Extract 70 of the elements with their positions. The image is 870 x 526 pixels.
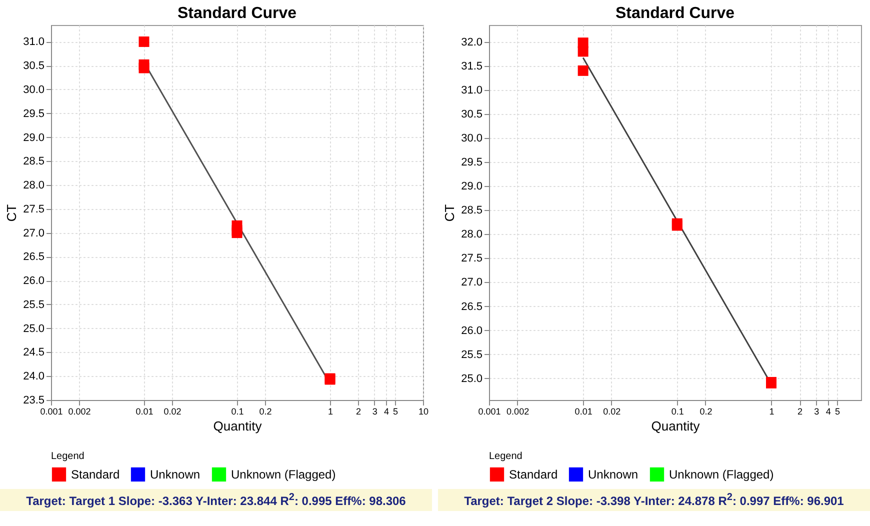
y-tick-label: 30.5 (23, 60, 44, 72)
y-tick-label: 31.5 (461, 60, 482, 72)
x-tick-label: 0.001 (40, 406, 63, 416)
y-tick-label: 28.0 (23, 180, 44, 192)
x-tick-label: 2 (356, 406, 362, 416)
y-tick-label: 25.0 (461, 372, 482, 385)
y-tick-label: 26.0 (461, 324, 482, 337)
x-tick-label: 0.2 (700, 406, 712, 416)
chart-title: Standard Curve (615, 5, 735, 22)
y-tick-label: 31.0 (23, 36, 44, 48)
y-tick-label: 31.0 (461, 84, 482, 96)
x-tick-label: 0.01 (136, 406, 154, 416)
y-tick-label: 25.5 (461, 348, 482, 361)
text: Target: Target 1 Slope: -3.363 Y-Inter: 23.844 R$^{2}$: 0.995 Eff%: 98.306 (0, 489, 432, 511)
x-axis-title: Quantity (213, 418, 262, 434)
y-tick-label: 25.5 (23, 298, 44, 311)
x-tick-label: 3 (814, 406, 820, 416)
x-tick-label: 0.2 (259, 406, 272, 416)
x-tick-label: 2 (798, 406, 803, 416)
legend-label: Standard (71, 467, 120, 482)
x-tick-label: 0.002 (506, 406, 530, 416)
y-tick-label: 24.0 (23, 370, 44, 383)
x-tick-label: 0.01 (574, 406, 592, 416)
y-tick-label: 32.0 (461, 36, 482, 48)
y-tick-label: 24.5 (23, 346, 44, 359)
y-tick-label: 30.0 (23, 84, 44, 96)
y-tick-label: 26.5 (461, 300, 482, 313)
x-tick-label: 4 (384, 406, 389, 416)
x-tick-label: 0.02 (603, 406, 621, 416)
y-tick-label: 25.0 (23, 322, 44, 335)
y-tick-label: 27.5 (461, 252, 482, 265)
y-tick-label: 23.5 (23, 394, 44, 406)
y-tick-label: 28.5 (461, 204, 482, 217)
x-tick-label: 5 (834, 406, 840, 416)
y-tick-label: 27.5 (23, 203, 44, 216)
x-tick-label: 10 (418, 406, 429, 416)
legend-title: Legend (51, 451, 84, 462)
y-tick-label: 29.0 (23, 132, 44, 144)
y-tick-label: 28.5 (23, 156, 44, 168)
legend-title: Legend (489, 451, 522, 462)
text: Target: Target 2 Slope: -3.398 Y-Inter: 24.878 R$^{2}$: 0.997 Eff%: 96.901 (438, 489, 870, 511)
x-tick-label: 1 (769, 406, 774, 416)
x-tick-label: 0.001 (478, 406, 501, 416)
y-tick-label: 29.5 (23, 108, 44, 120)
y-tick-label: 27.0 (23, 227, 44, 240)
x-tick-label: 5 (392, 406, 398, 416)
x-tick-label: 1 (328, 406, 334, 416)
y-tick-label: 26.5 (23, 251, 44, 264)
x-tick-label: 0.02 (164, 406, 182, 416)
legend-label: Unknown (Flagged) (231, 467, 336, 482)
y-axis-title: CT (4, 204, 20, 222)
y-tick-label: 30.0 (461, 132, 482, 144)
y-tick-label: 29.0 (461, 180, 482, 193)
legend-label: Unknown (Flagged) (669, 467, 774, 482)
chart-title: Standard Curve (177, 5, 297, 22)
x-tick-label: 0.1 (671, 406, 684, 416)
x-tick-label: 0.1 (231, 406, 244, 416)
y-tick-label: 26.0 (23, 275, 44, 288)
legend-label: Unknown (588, 467, 638, 482)
y-tick-label: 28.0 (461, 228, 482, 241)
y-axis-title: CT (442, 204, 458, 222)
y-tick-label: 27.0 (461, 276, 482, 289)
x-axis-title: Quantity (651, 418, 700, 434)
y-tick-label: 29.5 (461, 156, 482, 169)
legend-label: Unknown (150, 467, 200, 482)
x-tick-label: 4 (826, 406, 831, 416)
legend-label: Standard (509, 467, 558, 482)
y-tick-label: 30.5 (461, 108, 482, 120)
x-tick-label: 3 (372, 406, 378, 416)
x-tick-label: 0.002 (68, 406, 91, 416)
